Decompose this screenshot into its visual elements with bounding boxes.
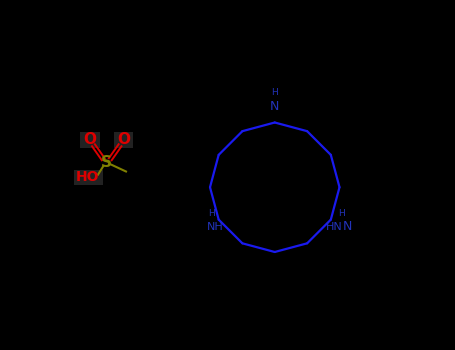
Text: O: O [117, 133, 130, 147]
Text: N: N [270, 100, 279, 113]
FancyBboxPatch shape [114, 132, 133, 148]
Text: HN: HN [326, 222, 343, 232]
Text: O: O [83, 133, 96, 147]
Text: N: N [343, 220, 352, 233]
FancyBboxPatch shape [80, 132, 100, 148]
Text: H: H [271, 88, 278, 97]
Text: S: S [101, 155, 112, 170]
Text: NH: NH [207, 222, 223, 232]
FancyBboxPatch shape [74, 170, 103, 185]
Text: HO: HO [76, 170, 99, 184]
Text: H: H [338, 209, 344, 218]
Text: H: H [207, 209, 214, 218]
